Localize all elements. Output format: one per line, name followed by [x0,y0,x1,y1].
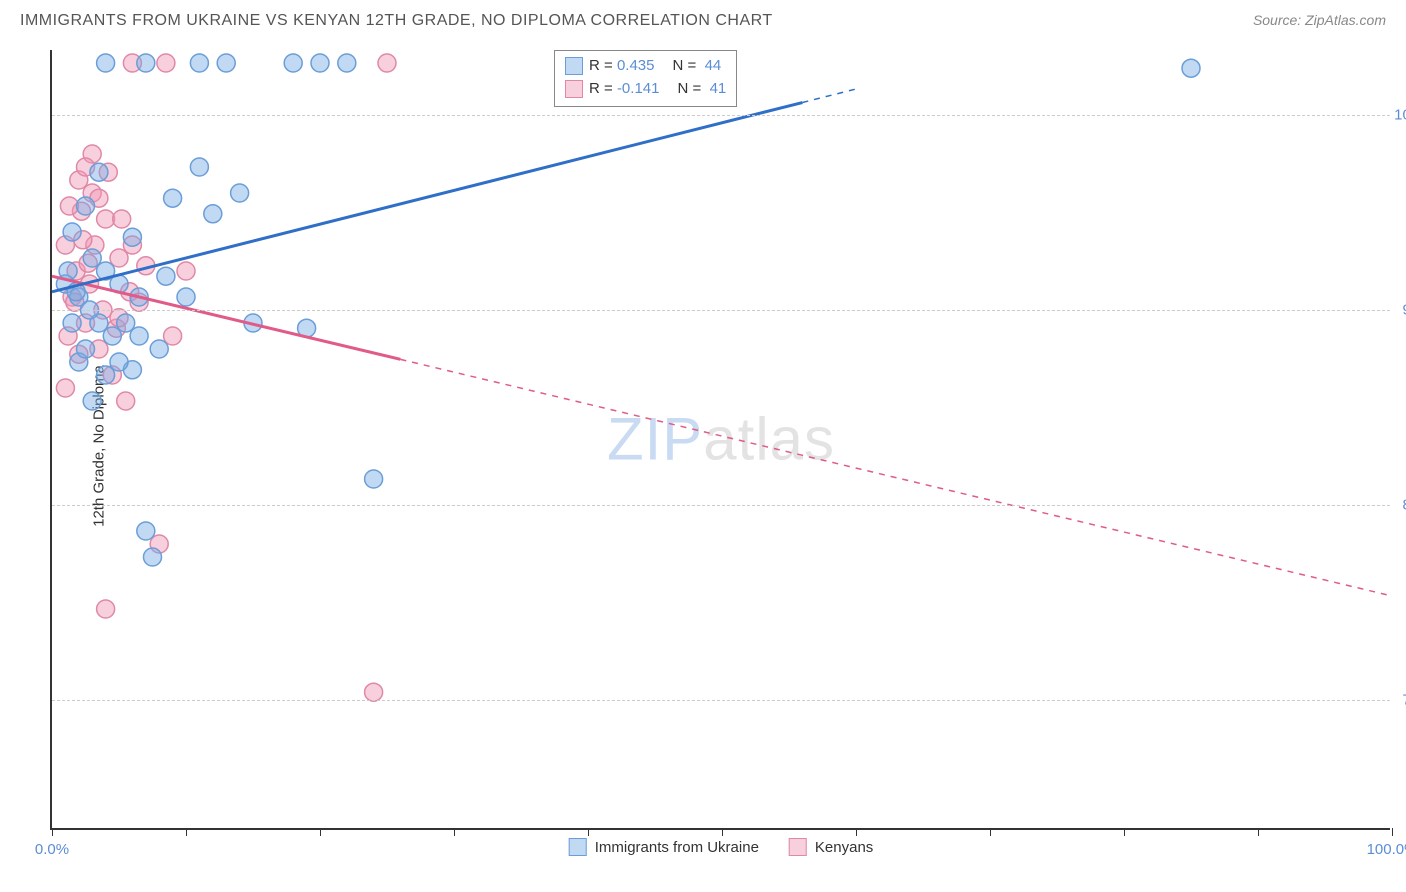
data-point [113,210,131,228]
legend-label: Kenyans [815,839,873,856]
data-point [97,210,115,228]
chart-header: IMMIGRANTS FROM UKRAINE VS KENYAN 12TH G… [20,12,1386,30]
n-value: 41 [710,80,727,97]
data-point [77,340,95,358]
x-tick [856,828,857,836]
data-point [177,288,195,306]
x-tick [1258,828,1259,836]
n-value: 44 [705,57,722,74]
r-label: R = 0.435 [589,55,654,78]
grid-line [52,505,1390,506]
x-tick [320,828,321,836]
data-point [157,267,175,285]
data-point [117,392,135,410]
data-point [97,54,115,72]
x-tick [186,828,187,836]
data-point [60,197,78,215]
data-point [123,228,141,246]
data-point [130,327,148,345]
x-tick [990,828,991,836]
legend-swatch [569,838,587,856]
legend-item: Kenyans [789,838,873,856]
y-tick-label: 85.0% [1402,497,1406,514]
data-point [144,548,162,566]
legend-label: Immigrants from Ukraine [595,839,759,856]
chart-title: IMMIGRANTS FROM UKRAINE VS KENYAN 12TH G… [20,12,773,30]
x-tick [454,828,455,836]
n-label: N = 44 [672,55,721,78]
legend-series: Immigrants from Ukraine Kenyans [569,838,874,856]
r-value: 0.435 [617,57,655,74]
data-point [231,184,249,202]
data-point [365,683,383,701]
data-point [378,54,396,72]
data-point [190,54,208,72]
plot-area: ZIPatlas R = 0.435N = 44R = -0.141N = 41… [50,50,1390,830]
trend-line-extrapolated [400,359,1392,596]
data-point [103,327,121,345]
grid-line [52,700,1390,701]
data-point [117,314,135,332]
data-point [63,314,81,332]
data-point [164,189,182,207]
data-point [110,353,128,371]
data-point [97,366,115,384]
data-point [63,223,81,241]
data-point [284,54,302,72]
legend-stat-row: R = 0.435 N = 44 [565,55,726,78]
x-tick [722,828,723,836]
x-tick [588,828,589,836]
grid-line [52,310,1390,311]
data-point [338,54,356,72]
data-point [204,205,222,223]
x-tick [52,828,53,836]
data-point [1182,59,1200,77]
legend-swatch [565,80,583,98]
source-label: Source: ZipAtlas.com [1253,12,1386,28]
grid-line [52,115,1390,116]
n-label: N = 41 [677,78,726,101]
r-label: R = -0.141 [589,78,659,101]
x-tick-label: 100.0% [1367,841,1406,858]
data-point [137,522,155,540]
r-value: -0.141 [617,80,660,97]
data-point [157,54,175,72]
data-point [90,163,108,181]
legend-swatch [789,838,807,856]
data-point [365,470,383,488]
data-point [110,249,128,267]
data-point [83,392,101,410]
data-point [164,327,182,345]
trend-line-extrapolated [802,89,856,103]
legend-item: Immigrants from Ukraine [569,838,759,856]
data-point [217,54,235,72]
legend-stats: R = 0.435 N = 44 R = -0.141 N = 41 [554,50,737,107]
chart-svg [52,50,1390,828]
data-point [97,600,115,618]
data-point [177,262,195,280]
x-tick-label: 0.0% [35,841,69,858]
y-tick-label: 77.5% [1402,692,1406,709]
y-tick-label: 100.0% [1394,107,1406,124]
data-point [83,249,101,267]
x-tick [1392,828,1393,836]
data-point [56,379,74,397]
x-tick [1124,828,1125,836]
data-point [77,197,95,215]
data-point [150,340,168,358]
data-point [311,54,329,72]
data-point [190,158,208,176]
legend-swatch [565,57,583,75]
data-point [137,54,155,72]
y-tick-label: 92.5% [1402,302,1406,319]
legend-stat-row: R = -0.141 N = 41 [565,78,726,101]
